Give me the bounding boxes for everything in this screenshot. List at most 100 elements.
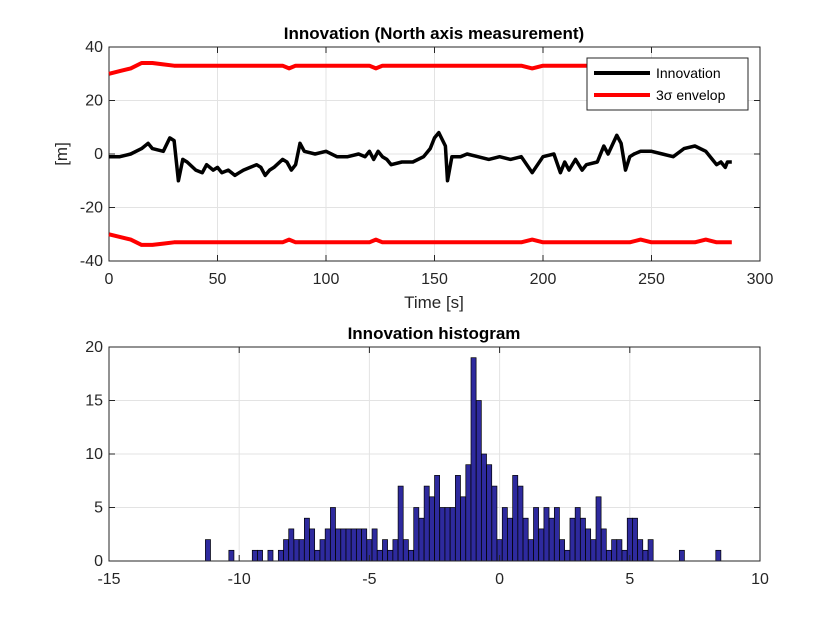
histogram-bar	[637, 539, 644, 562]
plot-1-ytick-label: -20	[80, 200, 103, 217]
plot-2-xtick-label: -10	[228, 571, 251, 588]
histogram-bar	[590, 539, 597, 562]
plot-1-xlabel: Time [s]	[404, 293, 464, 312]
plot-1-ylabel: [m]	[52, 142, 71, 166]
plot-2-xtick-label: 5	[625, 571, 634, 588]
histogram-bar	[371, 528, 378, 562]
histogram-bar	[350, 528, 357, 562]
histogram-bar	[298, 539, 305, 562]
histogram-bar	[455, 475, 461, 562]
histogram-bar	[228, 549, 235, 562]
histogram-bar	[595, 496, 602, 562]
histogram-bar	[304, 517, 310, 562]
legend-innovation-label: Innovation	[656, 65, 721, 81]
histogram-bar	[501, 507, 508, 562]
histogram-bar	[553, 507, 560, 562]
histogram-bar	[564, 549, 571, 562]
histogram-bar	[402, 539, 409, 562]
plot-2-xtick-label: -15	[97, 571, 120, 588]
histogram-bar	[611, 539, 618, 562]
histogram-bar	[647, 539, 654, 562]
plot-1-ytick-label: 40	[85, 39, 103, 56]
histogram-bar	[257, 549, 263, 562]
histogram-bar	[517, 485, 524, 562]
histogram-bar	[533, 507, 539, 562]
legend-envelope-label: 3σ envelop	[656, 87, 726, 103]
histogram-bar	[585, 528, 592, 562]
histogram-bar	[522, 517, 529, 562]
plot-2-ytick-label: 15	[85, 393, 103, 410]
histogram-bar	[251, 549, 258, 562]
histogram-bar	[548, 517, 555, 562]
plot-2-xtick-label: 0	[495, 571, 504, 588]
plot-1-xtick-label: 50	[209, 271, 227, 288]
plot-1-xtick-label: 200	[530, 271, 557, 288]
histogram-bar	[267, 549, 274, 562]
innovation-plot: 0 50 100 150 200 250 300 -40 -20 0 20 40 Innovation…	[52, 24, 773, 312]
envelope-lower-line	[108, 232, 732, 247]
plot-2-title: Innovation histogram	[348, 324, 521, 343]
histogram-bar	[632, 517, 638, 562]
histogram-bar	[444, 507, 451, 562]
plot-1-xtick-label: 0	[105, 271, 114, 288]
histogram-bar	[205, 539, 211, 562]
histogram-bar	[428, 496, 435, 562]
histogram-plot: -15 -10 -5 0 5 10 0 5 10 15 20 Innovation histogra…	[85, 324, 769, 588]
histogram-bar	[512, 475, 519, 562]
histogram-bar	[397, 485, 404, 562]
histogram-bar	[616, 539, 623, 562]
histogram-bar	[606, 549, 612, 562]
histogram-bar	[413, 507, 420, 562]
plot-2-ytick-label: 5	[94, 500, 103, 517]
plot-2-xtick-label: -5	[362, 571, 376, 588]
plot-1-xtick-label: 300	[747, 271, 774, 288]
histogram-bar	[356, 528, 362, 562]
histogram-bar	[527, 539, 534, 562]
histogram-bar	[387, 549, 394, 562]
histogram-bar	[449, 507, 456, 562]
histogram-bar	[288, 528, 295, 562]
histogram-bar	[543, 507, 550, 562]
plot-1-xtick-label: 250	[638, 271, 665, 288]
histogram-bar	[715, 549, 722, 562]
histogram-bar	[580, 517, 586, 562]
histogram-bar	[486, 464, 493, 562]
histogram-bar	[600, 528, 607, 562]
histogram-bar	[507, 517, 513, 562]
histogram-bar	[335, 528, 342, 562]
histogram-bar	[460, 496, 467, 562]
plot-2-xtick-label: 10	[751, 571, 769, 588]
plot-1-ticks: 0 50 100 150 200 250 300 -40 -20 0 20 40	[80, 39, 774, 288]
histogram-bar	[314, 549, 321, 562]
histogram-bar	[382, 539, 388, 562]
histogram-bar	[439, 507, 446, 562]
histogram-bar	[475, 400, 482, 562]
histogram-bar	[330, 507, 336, 562]
histogram-bar	[418, 517, 425, 562]
plot-1-ytick-label: 20	[85, 93, 103, 110]
histogram-bar	[559, 539, 565, 562]
histogram-bar	[277, 549, 284, 562]
histogram-bar	[626, 517, 633, 562]
plot-2-ticks: -15 -10 -5 0 5 10 0 5 10 15 20	[85, 339, 769, 588]
plot-1-xtick-label: 150	[421, 271, 448, 288]
histogram-bar	[470, 357, 477, 562]
histogram-bar	[283, 539, 289, 562]
histogram-bar	[642, 549, 649, 562]
histogram-bar	[434, 475, 440, 562]
histogram-bar	[465, 464, 472, 562]
plot-1-ytick-label: -40	[80, 253, 103, 270]
plot-1-ytick-label: 0	[94, 146, 103, 163]
histogram-bar	[376, 549, 383, 562]
histogram-bar	[408, 549, 414, 562]
plot-1-xtick-label: 100	[313, 271, 340, 288]
histogram-bar	[621, 549, 628, 562]
legend-box	[586, 57, 749, 111]
histogram-bar	[392, 539, 399, 562]
histogram-bar	[491, 485, 498, 562]
histogram-bar	[340, 528, 347, 562]
histogram-bar	[324, 528, 331, 562]
histogram-bar	[481, 453, 487, 562]
histogram-bar	[319, 539, 326, 562]
